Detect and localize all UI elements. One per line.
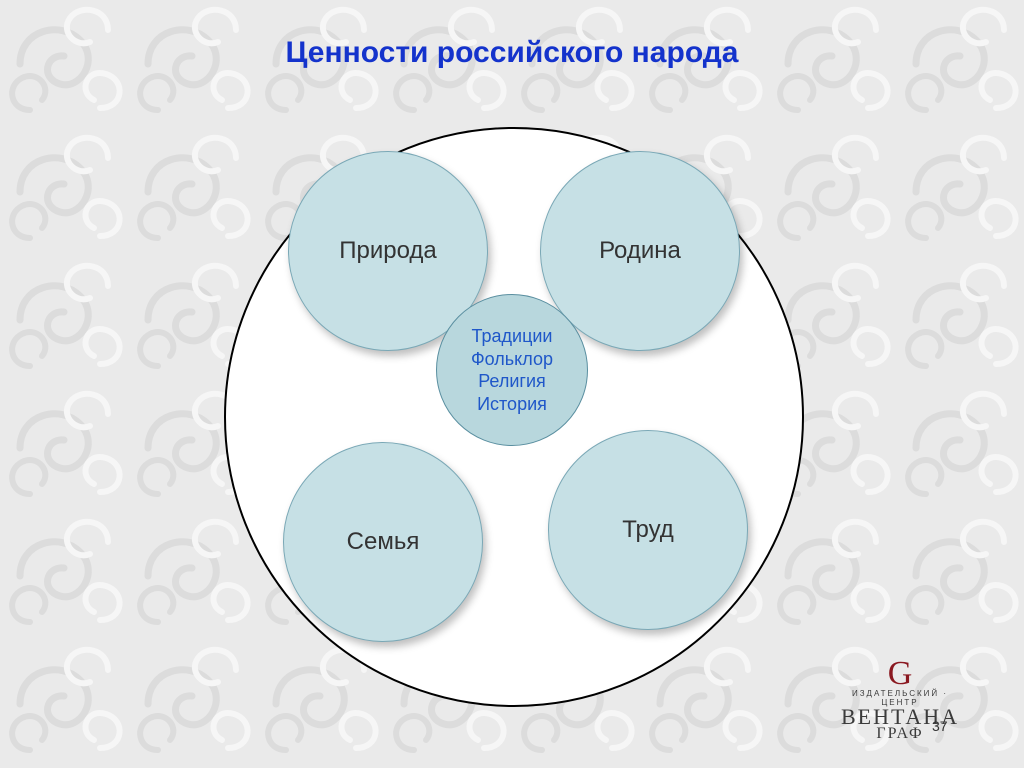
- node-labor: Труд: [548, 430, 748, 630]
- node-label: Труд: [622, 515, 674, 545]
- node-label: Родина: [599, 236, 681, 266]
- logo-monogram: G: [838, 660, 962, 687]
- node-label: Традиции Фольклор Религия История: [471, 325, 553, 415]
- node-family: Семья: [283, 442, 483, 642]
- node-label: Природа: [339, 236, 437, 266]
- slide-root: Ценности российского народа Природа Роди…: [0, 0, 1024, 768]
- node-label: Семья: [347, 527, 420, 557]
- page-number: 37: [932, 718, 948, 734]
- node-center: Традиции Фольклор Религия История: [436, 294, 588, 446]
- slide-title: Ценности российского народа: [0, 36, 1024, 70]
